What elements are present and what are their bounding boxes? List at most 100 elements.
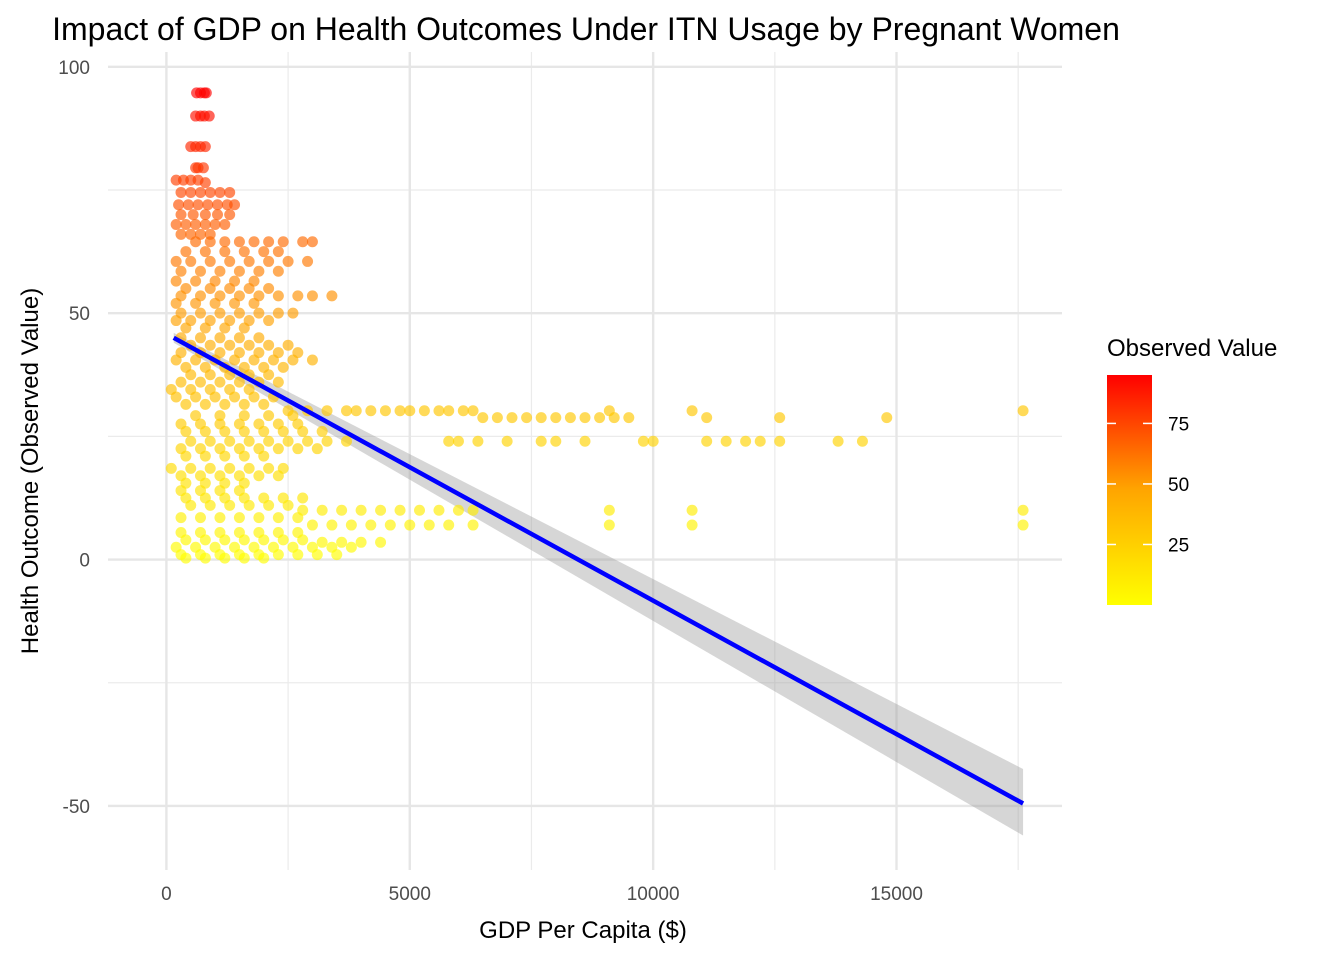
scatter-point: [243, 462, 255, 474]
scatter-point: [501, 435, 513, 447]
scatter-point: [229, 354, 241, 366]
scatter-point: [212, 199, 224, 211]
scatter-point: [774, 412, 786, 424]
scatter-point: [287, 307, 299, 319]
scatter-point: [521, 412, 533, 424]
scatter-point: [214, 410, 226, 422]
scatter-point: [248, 391, 260, 403]
scatter-point: [404, 519, 416, 531]
scatter-point: [204, 255, 216, 267]
legend-tick-label: 75: [1168, 414, 1189, 435]
scatter-point: [272, 549, 284, 561]
scatter-point: [287, 354, 299, 366]
scatter-point: [720, 435, 732, 447]
scatter-point: [219, 425, 231, 437]
scatter-point: [185, 499, 197, 511]
y-axis-title: Health Outcome (Observed Value): [17, 288, 44, 654]
scatter-point: [375, 536, 387, 548]
scatter-point: [433, 504, 445, 516]
scatter-point: [199, 141, 211, 153]
scatter-point: [199, 450, 211, 462]
y-tick-label: 50: [69, 304, 90, 325]
scatter-point: [170, 218, 182, 230]
scatter-point: [202, 199, 214, 211]
scatter-point: [214, 512, 226, 524]
scatter-point: [190, 391, 202, 403]
scatter-point: [258, 552, 270, 564]
scatter-point: [418, 405, 430, 417]
scatter-point: [263, 410, 275, 422]
scatter-point: [180, 425, 192, 437]
scatter-point: [345, 541, 357, 553]
scatter-point: [287, 410, 299, 422]
scatter-point: [219, 450, 231, 462]
scatter-point: [263, 369, 275, 381]
scatter-point: [423, 519, 435, 531]
scatter-point: [263, 462, 275, 474]
x-tick-label: 0: [161, 884, 172, 905]
scatter-point: [219, 246, 231, 258]
scatter-point: [224, 462, 236, 474]
scatter-point: [248, 297, 260, 309]
confidence-band-layer: [173, 332, 1024, 836]
scatter-point: [243, 283, 255, 295]
scatter-point: [214, 265, 226, 277]
scatter-point: [238, 398, 250, 410]
scatter-point: [194, 512, 206, 524]
scatter-point: [219, 534, 231, 546]
scatter-point: [272, 512, 284, 524]
scatter-point: [467, 405, 479, 417]
scatter-point: [292, 512, 304, 524]
scatter-point: [774, 435, 786, 447]
scatter-point: [282, 499, 294, 511]
scatter-point: [603, 519, 615, 531]
scatter-point: [180, 246, 192, 258]
scatter-point: [185, 435, 197, 447]
scatter-point: [238, 534, 250, 546]
scatter-point: [550, 435, 562, 447]
scatter-point: [219, 218, 231, 230]
points-layer: [165, 87, 1029, 564]
legend-title: Observed Value: [1107, 335, 1277, 362]
scatter-point: [253, 307, 265, 319]
scatter-point: [224, 209, 236, 221]
scatter-point: [190, 354, 202, 366]
scatter-point: [175, 376, 187, 388]
scatter-point: [258, 534, 270, 546]
scatter-point: [1017, 504, 1029, 516]
scatter-point: [336, 536, 348, 548]
scatter-point: [477, 412, 489, 424]
scatter-point: [326, 290, 338, 302]
scatter-point: [194, 307, 206, 319]
scatter-point: [379, 405, 391, 417]
scatter-point: [292, 549, 304, 561]
scatter-point: [263, 315, 275, 327]
scatter-point: [701, 435, 713, 447]
scatter-point: [194, 265, 206, 277]
scatter-point: [452, 504, 464, 516]
scatter-point: [282, 255, 294, 267]
scatter-point: [243, 255, 255, 267]
scatter-point: [175, 186, 187, 198]
scatter-point: [253, 512, 265, 524]
scatter-point: [263, 435, 275, 447]
scatter-point: [219, 398, 231, 410]
scatter-point: [180, 398, 192, 410]
scatter-point: [180, 450, 192, 462]
scatter-point: [282, 339, 294, 351]
scatter-point: [204, 462, 216, 474]
scatter-point: [272, 470, 284, 482]
scatter-point: [272, 265, 284, 277]
scatter-point: [224, 435, 236, 447]
scatter-point: [316, 504, 328, 516]
scatter-point: [1017, 405, 1029, 417]
x-axis-title: GDP Per Capita ($): [479, 917, 687, 944]
scatter-point: [180, 534, 192, 546]
scatter-point: [297, 492, 309, 504]
scatter-point: [233, 236, 245, 248]
legend: Observed Value 25 50 75: [1107, 335, 1277, 605]
scatter-point: [740, 435, 752, 447]
scatter-point: [452, 435, 464, 447]
scatter-point: [194, 376, 206, 388]
scatter-point: [199, 177, 211, 189]
